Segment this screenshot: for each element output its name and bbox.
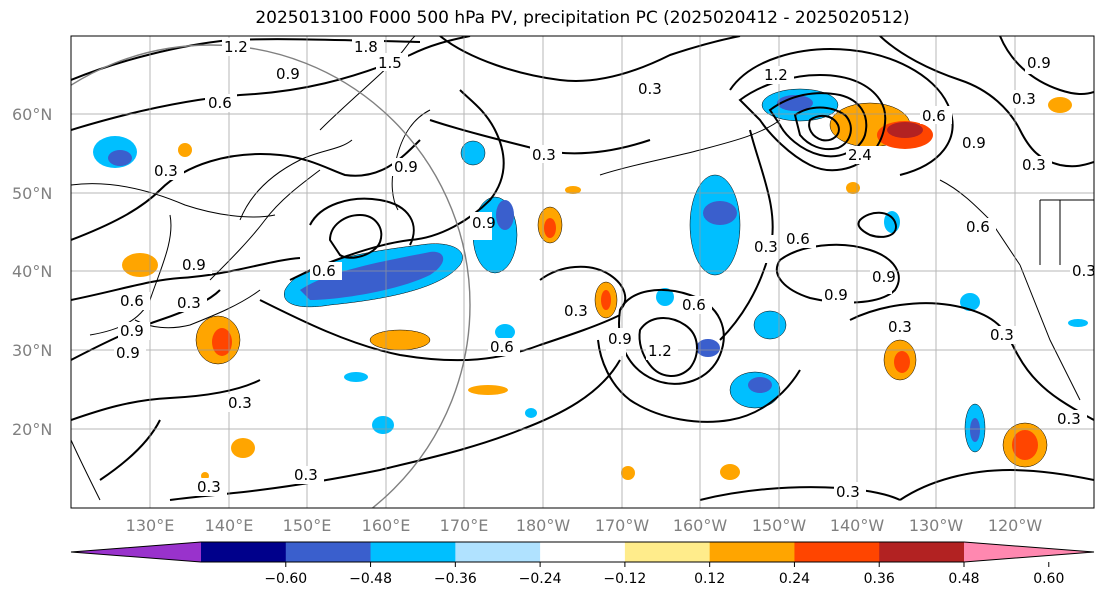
lat-label: 30°N [12, 341, 52, 360]
lon-label: 160°E [362, 516, 411, 535]
contour-label: 1.2 [764, 66, 788, 84]
map-title: 2025013100 F000 500 hPa PV, precipitatio… [255, 8, 910, 28]
contour-label: 0.6 [208, 94, 232, 112]
contour-label: 0.9 [824, 286, 848, 304]
reference-circle [71, 44, 471, 508]
lon-label: 160°W [673, 516, 728, 535]
contour-label: 0.9 [120, 322, 144, 340]
contour-label: 0.3 [532, 146, 556, 164]
map-frame [70, 35, 1095, 509]
lat-label: 20°N [12, 420, 52, 439]
contour-label: 0.3 [1022, 156, 1046, 174]
lat-label: 50°N [12, 184, 52, 203]
colorbar-segment [370, 542, 456, 562]
contour-label: 0.6 [120, 292, 144, 310]
colorbar-segment [285, 542, 372, 562]
contour-label: 0.3 [564, 302, 588, 320]
contour-label: 0.6 [490, 338, 514, 356]
longitude-labels: 130°E 140°E 150°E 160°E 170°E 180°W 170°… [126, 516, 1043, 535]
contour-label: 0.3 [294, 466, 318, 484]
contour-label: 1.2 [224, 38, 248, 56]
lon-label: 130°W [909, 516, 964, 535]
colorbar-extend-high [964, 542, 1094, 562]
colorbar-segment [794, 542, 880, 562]
colorbar-tick-label: 0.36 [864, 571, 895, 587]
contour-label: 0.3 [754, 238, 778, 256]
lon-label: 140°W [830, 516, 885, 535]
contour-label: 1.8 [354, 38, 378, 56]
contour-label: 0.9 [472, 214, 496, 232]
colorbar-segment [879, 542, 965, 562]
contour-label: 0.9 [962, 134, 986, 152]
colorbar-tick-label: 0.12 [694, 571, 725, 587]
contour-label: 0.3 [1012, 90, 1036, 108]
precipitation-shading [93, 88, 1088, 480]
contour-label: 1.2 [648, 342, 672, 360]
contour-labels: 1.2 1.8 1.5 0.9 0.6 0.3 0.3 0.9 0.9 0.3 … [114, 36, 1096, 501]
contour-label: 0.3 [177, 294, 201, 312]
lon-label: 140°E [205, 516, 254, 535]
contour-label: 0.6 [966, 218, 990, 236]
contour-label: 0.6 [682, 296, 706, 314]
colorbar-tick-label: −0.12 [603, 571, 646, 587]
colorbar-segment [709, 542, 795, 562]
contour-label: 2.4 [848, 146, 872, 164]
contour-label: 0.9 [116, 344, 140, 362]
colorbar-tick-label: −0.48 [349, 571, 392, 587]
contour-label: 1.5 [378, 54, 402, 72]
colorbar-segment [455, 542, 541, 562]
contour-label: 0.3 [228, 394, 252, 412]
contour-label: 0.9 [872, 268, 896, 286]
contour-label: 0.6 [922, 107, 946, 125]
colorbar [70, 541, 1095, 563]
lon-label: 170°E [440, 516, 489, 535]
lat-label: 60°N [12, 105, 52, 124]
contour-label: 0.3 [888, 318, 912, 336]
lon-label: 180°W [516, 516, 571, 535]
colorbar-segment [201, 542, 287, 562]
colorbar-tick-label: 0.48 [948, 571, 979, 587]
lon-label: 150°E [283, 516, 332, 535]
colorbar-extend-low [71, 542, 201, 562]
contour-label: 0.3 [990, 326, 1014, 344]
colorbar-segment [624, 542, 711, 562]
contour-label: 0.3 [836, 483, 860, 501]
colorbar-tick-label: −0.24 [519, 571, 562, 587]
contour-label: 0.9 [182, 256, 206, 274]
contour-label: 0.9 [1027, 54, 1051, 72]
lon-label: 150°W [752, 516, 807, 535]
lon-label: 170°W [595, 516, 650, 535]
colorbar-tick-label: −0.60 [264, 571, 307, 587]
contour-label: 0.3 [197, 478, 221, 496]
contour-label: 0.9 [608, 330, 632, 348]
contour-label: 0.3 [638, 80, 662, 98]
contour-label: 0.3 [1057, 410, 1081, 428]
contour-label: 0.3 [154, 162, 178, 180]
contour-label: 0.6 [786, 230, 810, 248]
contour-label: 0.9 [276, 65, 300, 83]
contour-label: 0.3 [1072, 262, 1096, 280]
colorbar-segment [540, 542, 626, 562]
lon-label: 120°W [988, 516, 1043, 535]
colorbar-tick-label: −0.36 [434, 571, 477, 587]
latitude-labels: 60°N 50°N 40°N 30°N 20°N [12, 105, 52, 439]
colorbar-tick-label: 0.60 [1033, 571, 1064, 587]
lat-label: 40°N [12, 262, 52, 281]
colorbar-ticks: −0.60 −0.48 −0.36 −0.24 −0.12 0.12 0.24 0.36 0.4… [264, 562, 1064, 587]
colorbar-tick-label: 0.24 [779, 571, 810, 587]
contour-label: 0.6 [312, 262, 336, 280]
contour-label: 0.9 [394, 158, 418, 176]
lon-label: 130°E [126, 516, 175, 535]
graticule [71, 36, 1094, 508]
